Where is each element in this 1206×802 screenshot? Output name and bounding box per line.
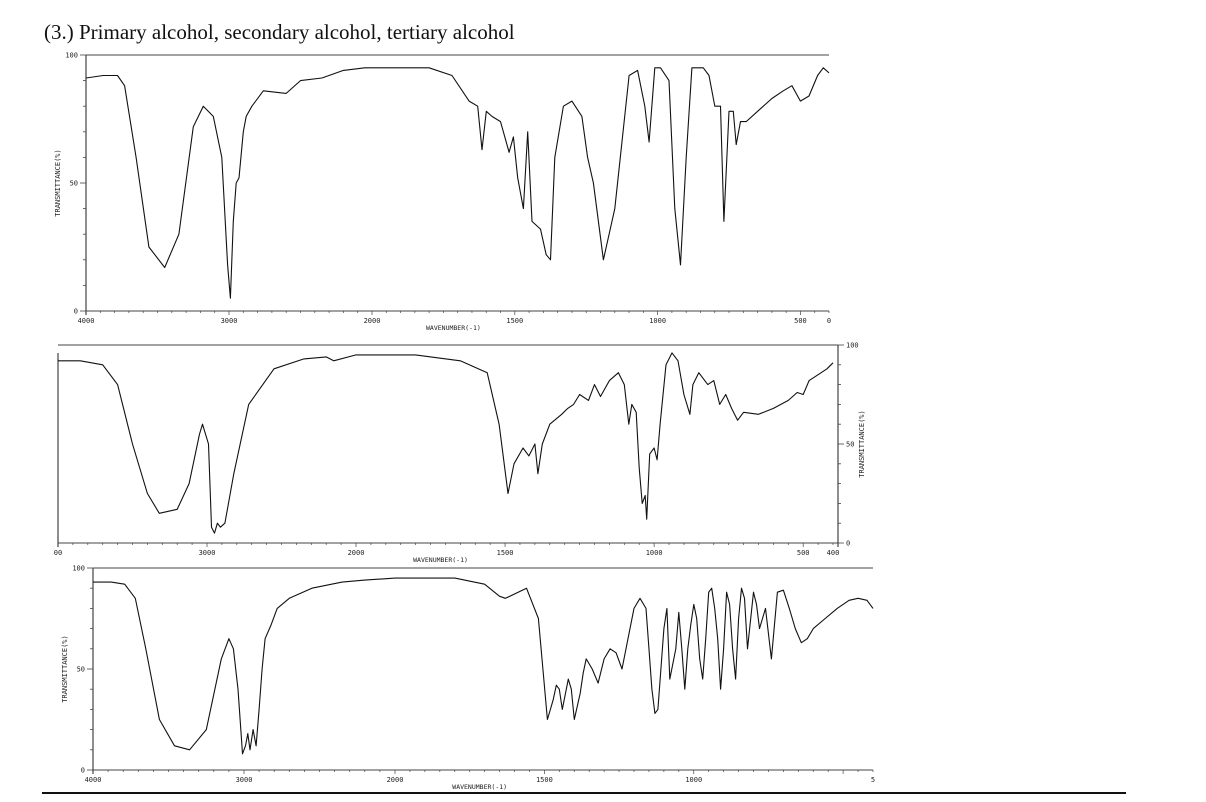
bottom-rule xyxy=(42,792,1126,794)
x-tick-label: 1500 xyxy=(536,776,553,784)
x-tick-label: 5 xyxy=(871,776,875,784)
page-heading: (3.) Primary alcohol, secondary alcohol,… xyxy=(44,20,515,44)
x-tick-label: 00 xyxy=(54,549,62,557)
x-axis-label: WAVENUMBER(-1) xyxy=(413,556,468,564)
x-axis-label: WAVENUMBER(-1) xyxy=(452,783,507,791)
y-tick-label: 50 xyxy=(846,441,854,449)
x-tick-label: 400 xyxy=(827,549,840,557)
y-tick-label: 100 xyxy=(65,52,78,60)
y-tick-label: 100 xyxy=(72,565,85,573)
x-tick-label: 4000 xyxy=(85,776,102,784)
x-tick-label: 1000 xyxy=(646,549,663,557)
spectrum-trace xyxy=(85,67,830,299)
x-tick-label: 1500 xyxy=(497,549,514,557)
y-tick-label: 0 xyxy=(846,540,850,548)
x-tick-label: 3000 xyxy=(221,317,238,325)
x-tick-label: 3000 xyxy=(236,776,253,784)
x-tick-label: 2000 xyxy=(387,776,404,784)
x-tick-label: 4000 xyxy=(78,317,95,325)
y-tick-label: 0 xyxy=(81,767,85,775)
y-tick-label: 0 xyxy=(74,308,78,316)
y-tick-label: 100 xyxy=(846,342,859,350)
x-tick-label: 3000 xyxy=(199,549,216,557)
spectrum-trace xyxy=(93,577,874,755)
x-tick-label: 2000 xyxy=(348,549,365,557)
x-tick-label: 500 xyxy=(797,549,810,557)
x-tick-label: 1000 xyxy=(649,317,666,325)
x-axis-label: WAVENUMBER(-1) xyxy=(426,324,481,332)
spectrum-trace xyxy=(58,352,834,534)
y-tick-label: 50 xyxy=(70,180,78,188)
x-tick-label: 1000 xyxy=(685,776,702,784)
x-tick-label: 1500 xyxy=(506,317,523,325)
x-tick-label: 2000 xyxy=(364,317,381,325)
y-axis-label: TRANSMITTANCE(%) xyxy=(61,635,69,702)
y-axis-label: TRANSMITTANCE(%) xyxy=(858,410,866,477)
x-tick-label: 0 xyxy=(827,317,831,325)
y-tick-label: 50 xyxy=(77,666,85,674)
x-tick-label: 500 xyxy=(794,317,807,325)
y-axis-label: TRANSMITTANCE(%) xyxy=(54,149,62,216)
